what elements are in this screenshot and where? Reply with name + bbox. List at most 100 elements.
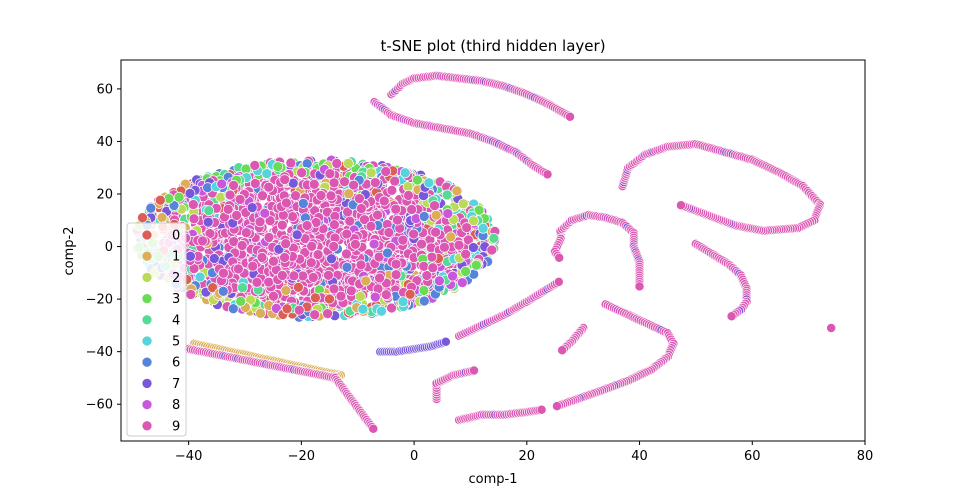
- data-point: [329, 219, 340, 231]
- data-point: [263, 276, 275, 288]
- data-point: [552, 401, 562, 412]
- data-point: [207, 282, 219, 294]
- data-point: [369, 177, 381, 188]
- legend-label: 7: [172, 377, 180, 392]
- data-point: [184, 188, 196, 199]
- data-point: [368, 423, 379, 434]
- legend-marker: [141, 250, 153, 262]
- data-point: [257, 190, 268, 202]
- data-point: [306, 240, 318, 252]
- data-point: [227, 303, 239, 315]
- x-tick-label: 20: [519, 449, 536, 464]
- data-point: [185, 289, 197, 300]
- data-point: [565, 111, 575, 122]
- data-point: [418, 260, 430, 272]
- data-point: [288, 270, 300, 282]
- legend-marker: [141, 272, 153, 283]
- data-point: [339, 176, 350, 188]
- data-point: [457, 198, 469, 210]
- data-point: [235, 295, 247, 307]
- y-tick-label: −20: [86, 293, 113, 308]
- y-tick-label: 20: [96, 188, 113, 203]
- data-point: [676, 200, 686, 211]
- data-point: [365, 220, 377, 232]
- data-point: [348, 179, 359, 191]
- data-point: [434, 275, 445, 287]
- data-point: [397, 234, 409, 246]
- data-point: [477, 222, 489, 234]
- legend-label: 2: [172, 271, 180, 286]
- data-point: [154, 194, 166, 206]
- x-tick-label: −20: [288, 449, 315, 464]
- data-point: [343, 188, 355, 200]
- data-point: [263, 181, 275, 193]
- data-point: [341, 228, 353, 240]
- data-point: [345, 285, 357, 297]
- x-tick-label: 40: [631, 449, 648, 464]
- data-point: [237, 282, 248, 294]
- data-point: [204, 228, 216, 239]
- data-point: [355, 291, 366, 302]
- legend-label: 9: [172, 419, 180, 434]
- data-point: [542, 169, 553, 180]
- data-point: [360, 275, 372, 287]
- data-point: [365, 167, 377, 179]
- data-point: [137, 212, 148, 224]
- legend-marker: [141, 229, 153, 241]
- data-point: [297, 270, 309, 282]
- legend-marker: [141, 378, 153, 389]
- data-point: [826, 323, 837, 333]
- data-point: [280, 285, 292, 296]
- chart-title: t-SNE plot (third hidden layer): [380, 37, 605, 55]
- data-point: [456, 277, 468, 288]
- data-point: [156, 212, 168, 223]
- data-point: [277, 270, 288, 281]
- x-tick-label: 0: [410, 449, 418, 464]
- legend-marker: [141, 335, 153, 347]
- data-point: [470, 259, 482, 271]
- data-point: [468, 242, 479, 253]
- data-point: [376, 305, 387, 317]
- data-point: [427, 262, 439, 274]
- data-point: [343, 158, 354, 169]
- data-point: [397, 296, 409, 308]
- x-tick-label: −40: [175, 449, 202, 464]
- data-point: [309, 309, 321, 321]
- y-tick-label: −40: [86, 345, 113, 360]
- data-point: [216, 178, 228, 190]
- legend-marker: [141, 356, 153, 368]
- data-point: [263, 232, 275, 243]
- data-point: [445, 231, 457, 243]
- data-point: [276, 219, 288, 231]
- data-point: [234, 194, 246, 205]
- data-point: [461, 222, 473, 233]
- legend-label: 1: [172, 250, 180, 265]
- data-point: [399, 167, 411, 179]
- data-point: [328, 283, 340, 295]
- legend: 0 1 2 3 4 5 6 7 8 9: [126, 222, 187, 437]
- data-point: [324, 168, 336, 180]
- data-point: [634, 281, 645, 292]
- data-point: [279, 252, 290, 263]
- data-point: [270, 303, 282, 314]
- data-point: [228, 180, 239, 191]
- data-point: [341, 261, 353, 273]
- data-point: [281, 197, 292, 209]
- data-point: [326, 253, 337, 265]
- data-point: [296, 167, 308, 179]
- data-point: [403, 190, 414, 201]
- data-point: [390, 269, 402, 281]
- data-point: [231, 210, 242, 221]
- data-point: [359, 214, 370, 225]
- plot-frame: [120, 59, 866, 442]
- data-point: [324, 293, 335, 305]
- data-point: [408, 228, 419, 240]
- data-point: [301, 158, 313, 170]
- x-axis-label: comp-1: [469, 472, 518, 487]
- data-point: [279, 174, 291, 185]
- legend-label: 3: [172, 292, 180, 307]
- data-point: [451, 185, 463, 197]
- data-point: [173, 191, 185, 203]
- data-point: [259, 207, 271, 219]
